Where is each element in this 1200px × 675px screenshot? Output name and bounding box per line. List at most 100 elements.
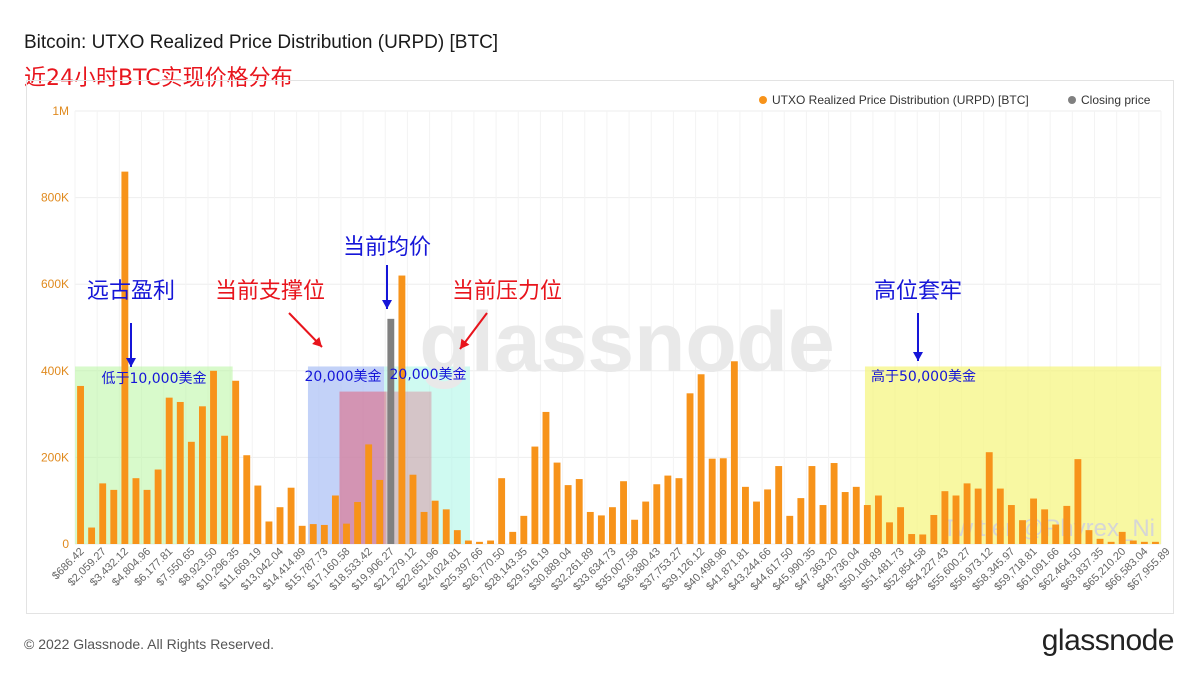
y-tick-label: 800K [41, 191, 69, 205]
annotation-support: 当前支撑位 [215, 279, 325, 304]
urpd-bar [1096, 538, 1104, 544]
zone-ancient-profit [75, 366, 233, 544]
annotation-below-10k: 低于10,000美金 [102, 371, 207, 387]
urpd-bar [1129, 540, 1137, 544]
urpd-bar [908, 534, 916, 544]
urpd-bar [276, 507, 284, 544]
urpd-bar [753, 501, 760, 544]
urpd-bar [664, 475, 672, 544]
urpd-bar [542, 411, 550, 544]
urpd-bar [586, 511, 594, 544]
urpd-bar [442, 509, 450, 544]
bar-series [77, 171, 1159, 544]
y-tick-label: 600K [41, 277, 69, 291]
urpd-bar [221, 435, 229, 544]
urpd-bar [320, 524, 328, 544]
urpd-bar [1140, 541, 1148, 544]
urpd-bar [331, 495, 339, 544]
urpd-bar [653, 484, 661, 544]
urpd-bar [919, 534, 927, 544]
urpd-bar [886, 522, 893, 544]
y-axis: 0 200K 400K 600K 800K 1M [41, 104, 69, 551]
urpd-bar [154, 469, 162, 544]
urpd-bar [1007, 505, 1015, 544]
arrow-support-head [312, 337, 322, 347]
urpd-bar [808, 466, 816, 544]
urpd-bar [110, 489, 118, 544]
urpd-bar [99, 483, 107, 544]
urpd-bar [77, 385, 84, 544]
urpd-bar [742, 486, 749, 544]
urpd-bar [453, 530, 461, 544]
legend: UTXO Realized Price Distribution (URPD) … [759, 93, 1151, 107]
legend-label: UTXO Realized Price Distribution (URPD) … [772, 93, 1029, 107]
urpd-bar [476, 541, 483, 544]
annotation-ancient-profit: 远古盈利 [87, 279, 175, 304]
urpd-chart: glassnode Twitter @Phyrex_Ni 0200K400K60… [41, 93, 1173, 593]
annotation-resistance-price: 20,000美金 [390, 367, 467, 383]
urpd-bar [697, 374, 705, 544]
urpd-bar [786, 515, 794, 544]
urpd-bar [287, 487, 295, 544]
urpd-bar [398, 275, 406, 544]
urpd-bar [121, 171, 129, 544]
urpd-bar [819, 505, 827, 544]
urpd-bar [210, 370, 217, 544]
chart-title: Bitcoin: UTXO Realized Price Distributio… [24, 32, 499, 53]
urpd-bar [520, 515, 528, 544]
urpd-bar [487, 540, 494, 544]
urpd-bar [841, 492, 849, 544]
urpd-bar [187, 441, 195, 544]
urpd-bar [553, 462, 561, 544]
chart-frame: glassnode Twitter @Phyrex_Ni 0 200K 400K 60… [26, 80, 1174, 614]
urpd-bar [1118, 531, 1126, 544]
urpd-bar [830, 463, 838, 544]
copyright-footer: © 2022 Glassnode. All Rights Reserved. [24, 636, 275, 652]
urpd-bar [431, 500, 439, 544]
urpd-bar [376, 479, 384, 544]
y-tick-label: 400K [41, 364, 69, 378]
arrow-avg-price-head [382, 300, 392, 309]
urpd-bar [1074, 459, 1082, 544]
urpd-bar [232, 380, 240, 544]
urpd-bar [1063, 505, 1071, 544]
closing-price-bar [387, 318, 395, 544]
urpd-bar [1107, 541, 1115, 544]
urpd-bar [797, 498, 805, 544]
legend-label: Closing price [1081, 93, 1151, 107]
urpd-bar [609, 507, 616, 544]
urpd-bar [343, 523, 350, 544]
arrow-trapped-high-head [913, 352, 923, 361]
urpd-bar [575, 479, 583, 544]
annotation-avg-price: 当前均价 [343, 235, 431, 260]
annotation-resistance: 当前压力位 [452, 279, 562, 304]
arrow-ancient-profit-head [126, 358, 136, 367]
urpd-bar [941, 491, 949, 544]
urpd-bar [996, 488, 1004, 544]
urpd-bar [930, 514, 938, 544]
urpd-bar [1030, 498, 1037, 544]
urpd-bar [564, 485, 572, 544]
y-tick-label: 200K [41, 450, 69, 464]
urpd-bar [464, 540, 472, 544]
y-tick-label: 1M [52, 104, 69, 118]
urpd-bar [952, 495, 960, 544]
urpd-bar [176, 401, 184, 544]
urpd-bar [1152, 541, 1159, 544]
annotation-above-50k: 高于50,000美金 [871, 368, 976, 385]
legend-swatch [1068, 96, 1076, 104]
urpd-bar [863, 505, 871, 544]
urpd-bar [730, 361, 738, 544]
urpd-bar [642, 501, 650, 544]
urpd-bar [708, 458, 716, 544]
urpd-bar [509, 531, 517, 544]
glassnode-logo: glassnode [1041, 624, 1175, 657]
urpd-bar [963, 483, 971, 544]
urpd-bar [420, 511, 428, 544]
urpd-bar [243, 455, 251, 544]
urpd-bar [775, 466, 783, 544]
urpd-bar [974, 488, 982, 544]
urpd-bar [897, 507, 905, 544]
annotation-support-price: 20,000美金 [305, 369, 382, 385]
